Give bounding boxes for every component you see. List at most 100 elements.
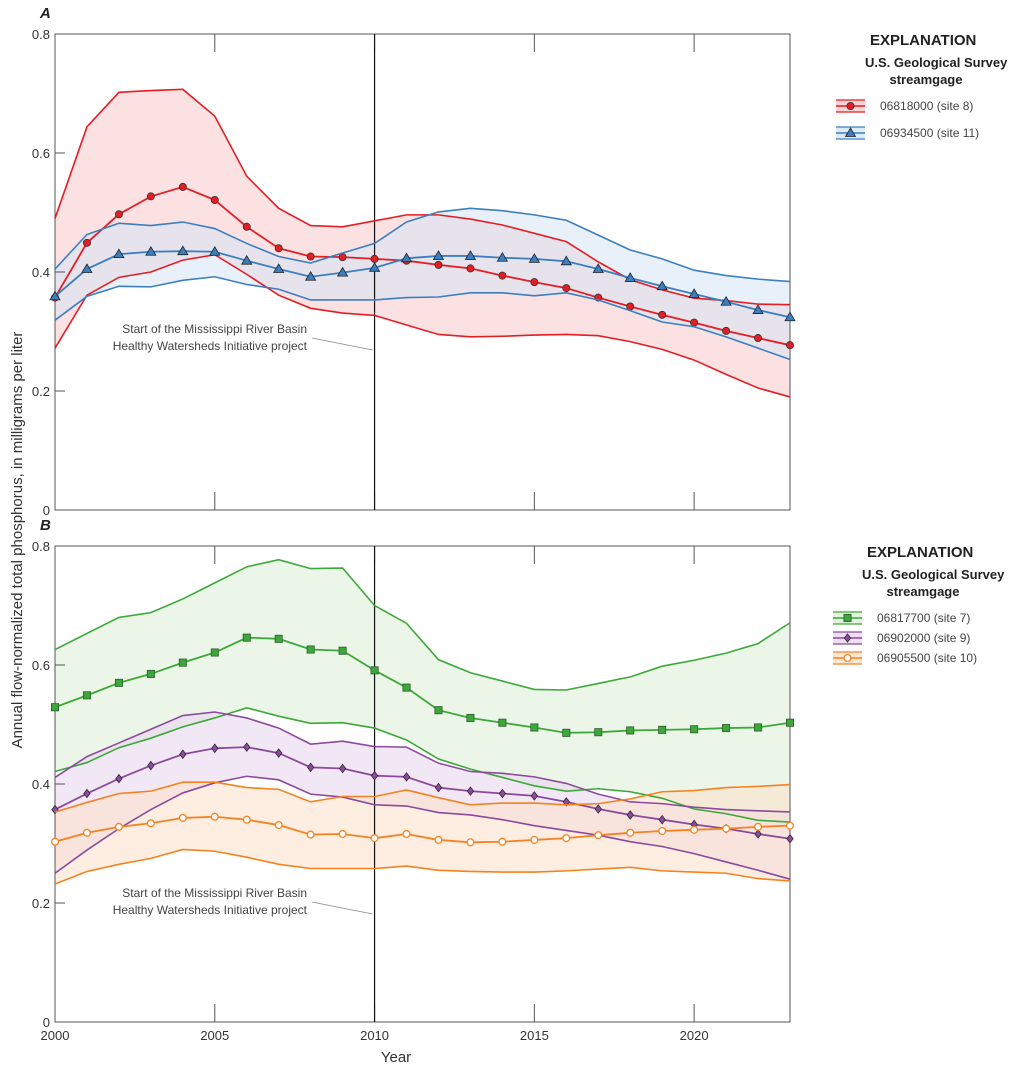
data-point <box>562 284 571 293</box>
panel-A: 0 0.2 0.4 0.6 0.8 Start of the Mississippi Ri… <box>32 5 1008 518</box>
lower-bound-line <box>54 775 791 880</box>
data-point <box>466 264 475 273</box>
data-point <box>466 786 475 796</box>
data-point <box>50 837 60 846</box>
data-point <box>306 830 315 839</box>
data-point <box>51 703 60 712</box>
legend-item: 06905500 (site 10) <box>833 651 977 665</box>
data-point <box>496 251 509 262</box>
data-point <box>145 245 157 256</box>
data-point <box>113 248 125 259</box>
data-point <box>656 280 668 291</box>
data-point <box>49 290 61 301</box>
annotation-leader-line <box>311 337 373 351</box>
data-point <box>658 725 667 734</box>
data-point <box>594 831 603 840</box>
data-point <box>720 295 732 306</box>
data-point <box>179 749 187 760</box>
data-point <box>690 318 699 327</box>
y-axis-label: Annual flow-normalized total phosphorus,… <box>9 332 26 749</box>
data-point <box>82 238 91 247</box>
data-point <box>274 821 283 830</box>
lower-bound-line <box>54 253 791 398</box>
upper-bound-line <box>54 781 791 813</box>
legend-marker-circle-icon <box>846 102 855 111</box>
data-point <box>81 263 93 273</box>
data-point <box>530 278 539 287</box>
data-point <box>306 252 315 261</box>
data-point <box>370 254 379 263</box>
data-point <box>785 821 795 830</box>
data-point <box>210 812 219 821</box>
data-point <box>370 770 379 781</box>
data-point <box>466 838 475 847</box>
data-point <box>786 718 795 727</box>
data-point <box>624 272 636 282</box>
x-tick-label: 2010 <box>360 1028 389 1043</box>
data-point <box>530 723 539 732</box>
data-point <box>304 270 317 281</box>
data-point <box>274 244 283 253</box>
x-tick-label: 2015 <box>520 1028 549 1043</box>
data-point <box>82 828 92 837</box>
upper-bound-line <box>54 711 791 813</box>
data-point <box>594 804 602 814</box>
legend-title: EXPLANATION <box>870 32 976 49</box>
data-point <box>338 253 347 262</box>
legend-title: EXPLANATION <box>867 544 973 561</box>
median-line <box>54 185 791 347</box>
data-point <box>243 742 251 752</box>
x-tick-label: 2020 <box>680 1028 709 1043</box>
data-point <box>241 254 253 265</box>
data-point <box>147 760 155 771</box>
legend-subtitle: streamgage <box>890 72 963 87</box>
series-06905500-site-10- <box>50 781 795 885</box>
y-tick-label: 0.8 <box>32 27 50 42</box>
data-point <box>211 743 219 754</box>
data-point <box>209 245 221 256</box>
x-axis-label: Year <box>381 1049 411 1066</box>
median-line <box>54 636 791 734</box>
lower-bound-line <box>54 275 791 361</box>
annotation-leader-line <box>311 901 373 915</box>
legend-item: 06818000 (site 8) <box>836 99 973 113</box>
panel-label: A <box>39 5 51 22</box>
median-line <box>54 746 791 840</box>
y-tick-label: 0 <box>43 503 50 518</box>
upper-bound-line <box>54 88 791 306</box>
data-point <box>786 341 795 350</box>
data-point <box>626 810 634 820</box>
data-point <box>306 645 315 654</box>
data-point <box>272 263 285 273</box>
legend-label: 06934500 (site 11) <box>880 126 979 140</box>
data-point <box>338 829 347 839</box>
data-point <box>690 825 699 834</box>
confidence-band-1 <box>55 208 790 360</box>
data-point <box>370 666 379 675</box>
series-06902000-site-9- <box>51 711 794 880</box>
legend: EXPLANATION U.S. Geological Survey streamg… <box>836 32 1008 140</box>
legend-subtitle: U.S. Geological Survey <box>862 567 1005 582</box>
legend-subtitle: U.S. Geological Survey <box>865 55 1008 70</box>
lower-bound-line <box>54 707 791 823</box>
y-tick-label: 0 <box>43 1015 50 1030</box>
y-tick-label: 0.4 <box>32 777 50 792</box>
y-tick-label: 0.4 <box>32 265 50 280</box>
confidence-band-2 <box>55 782 790 884</box>
data-point <box>464 250 477 260</box>
data-point <box>786 833 794 844</box>
data-point <box>434 782 443 793</box>
annotation-line-2: Healthy Watersheds Initiative project <box>113 339 308 353</box>
data-point <box>146 819 155 828</box>
data-point <box>368 262 381 272</box>
data-point <box>307 762 315 773</box>
data-point <box>210 196 219 205</box>
y-tick-label: 0.2 <box>32 384 50 399</box>
data-point <box>754 723 763 732</box>
y-tick-label: 0.6 <box>32 658 50 673</box>
data-point <box>178 658 187 667</box>
data-point <box>402 683 411 692</box>
annotation-line-1: Start of the Mississippi River Basin <box>122 322 307 336</box>
legend-marker-triangle-icon <box>844 127 857 137</box>
data-point <box>338 646 347 655</box>
